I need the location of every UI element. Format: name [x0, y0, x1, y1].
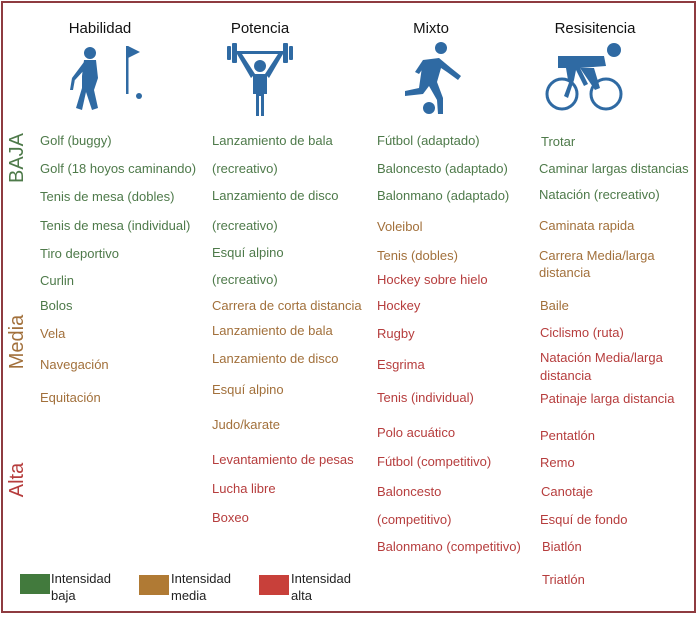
list-item: Tenis (dobles) — [377, 248, 458, 263]
list-item: Golf (18 hoyos caminando) — [40, 161, 197, 176]
list-item: Caminata rapida — [539, 218, 635, 233]
list-item: (competitivo) — [377, 512, 452, 527]
list-item: distancia — [539, 265, 591, 280]
list-item: Esgrima — [377, 357, 425, 372]
list-item: Rugby — [377, 326, 415, 341]
column-title-resistencia: Resisitencia — [554, 20, 636, 37]
list-item: Lucha libre — [212, 481, 276, 496]
list-item: (recreativo) — [212, 218, 278, 233]
list-item: Patinaje larga distancia — [540, 391, 675, 406]
list-item: Esquí alpino — [212, 382, 284, 397]
list-item: Carrera de corta distancia — [212, 298, 362, 313]
list-item: Voleibol — [377, 219, 423, 234]
list-item: Tiro deportivo — [40, 246, 119, 261]
list-item: Tenis (individual) — [377, 390, 474, 405]
legend-line: Intensidad — [171, 571, 231, 586]
list-item: Levantamiento de pesas — [212, 452, 354, 467]
list-item: Triatlón — [542, 572, 585, 587]
list-item: Curlin — [40, 273, 74, 288]
list-item: Navegación — [40, 357, 109, 372]
list-item: Lanzamiento de disco — [212, 351, 339, 366]
list-item: (recreativo) — [212, 161, 278, 176]
list-item: distancia — [540, 368, 592, 383]
side-label-media: Media — [6, 314, 28, 370]
list-item: Baloncesto — [377, 484, 442, 499]
list-item: Tenis de mesa (dobles) — [40, 189, 175, 204]
legend-label-high: Intensidad alta — [291, 570, 351, 604]
list-item: Judo/karate — [212, 417, 280, 432]
column-title-habilidad: Habilidad — [68, 20, 132, 37]
list-item: Balonmano (adaptado) — [377, 188, 510, 203]
list-item: (recreativo) — [212, 272, 278, 287]
list-item: Caminar largas distancias — [539, 161, 689, 176]
legend-line: Intensidad — [51, 571, 111, 586]
list-item: Boxeo — [212, 510, 249, 525]
list-item: Equitación — [40, 390, 101, 405]
list-item: Tenis de mesa (individual) — [40, 218, 191, 233]
list-item: Baloncesto (adaptado) — [377, 161, 508, 176]
list-item: Polo acuático — [377, 425, 456, 440]
list-item: Vela — [40, 326, 66, 341]
list-item: Esquí alpino — [212, 245, 284, 260]
legend-label-low: Intensidad baja — [51, 570, 111, 604]
column-title-mixto: Mixto — [413, 20, 449, 37]
legend-swatch-medium — [139, 575, 169, 595]
list-item: Baile — [540, 298, 569, 313]
legend-line: Intensidad — [291, 571, 351, 586]
cyclist-icon — [540, 38, 630, 118]
legend-label-medium: Intensidad media — [171, 570, 231, 604]
list-item: Golf (buggy) — [40, 133, 112, 148]
golfer-icon — [60, 38, 150, 118]
list-item: Hockey — [377, 298, 421, 313]
side-label-baja: BAJA — [6, 132, 28, 184]
list-item: Lanzamiento de bala — [212, 133, 333, 148]
list-item: Hockey sobre hielo — [377, 272, 488, 287]
legend-line: baja — [51, 588, 76, 603]
list-item: Ciclismo (ruta) — [540, 325, 624, 340]
list-item: Natación (recreativo) — [539, 187, 660, 202]
list-item: Lanzamiento de disco — [212, 188, 339, 203]
side-label-alta: Alta — [6, 462, 28, 498]
legend-line: media — [171, 588, 207, 603]
list-item: Remo — [540, 455, 575, 470]
legend-line: alta — [291, 588, 312, 603]
column-title-potencia: Potencia — [230, 20, 290, 37]
soccer-player-icon — [393, 38, 483, 118]
list-item: Fútbol (adaptado) — [377, 133, 480, 148]
list-item: Carrera Media/larga — [539, 248, 655, 263]
legend-swatch-low — [20, 574, 50, 594]
legend-swatch-high — [259, 575, 289, 595]
list-item: Bolos — [40, 298, 73, 313]
weightlifter-icon — [215, 38, 305, 118]
list-item: Natación Media/larga — [540, 350, 663, 365]
list-item: Trotar — [541, 134, 576, 149]
list-item: Esquí de fondo — [540, 512, 628, 527]
list-item: Balonmano (competitivo) — [377, 539, 521, 554]
list-item: Biatlón — [542, 539, 582, 554]
list-item: Fútbol (competitivo) — [377, 454, 492, 469]
list-item: Pentatlón — [540, 428, 595, 443]
list-item: Lanzamiento de bala — [212, 323, 333, 338]
list-item: Canotaje — [541, 484, 594, 499]
